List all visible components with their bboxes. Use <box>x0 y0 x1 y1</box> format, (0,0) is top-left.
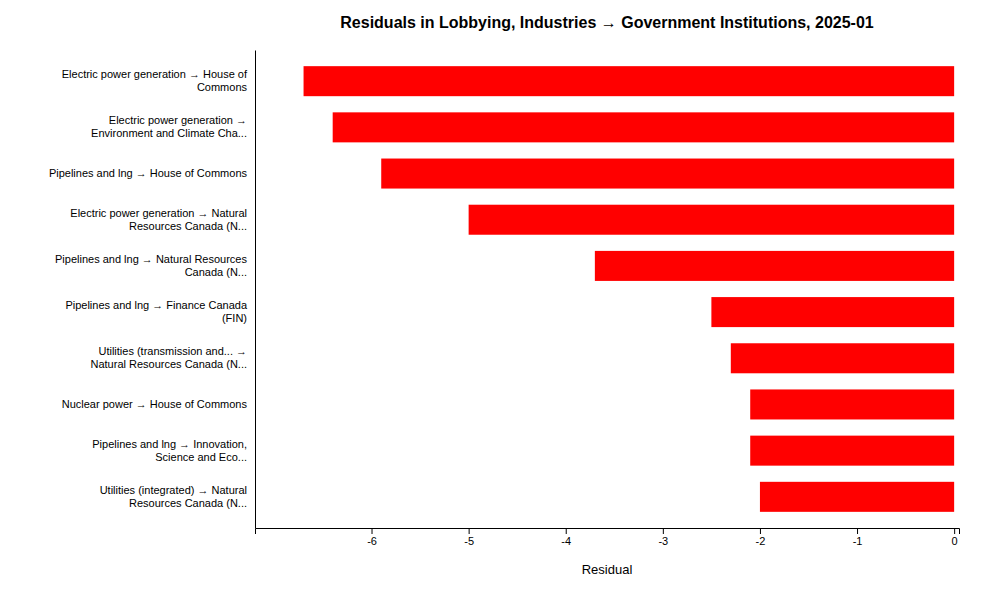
x-tick-label: 0 <box>952 535 958 547</box>
x-tick-mark <box>372 528 373 534</box>
bars <box>304 66 955 512</box>
x-tick-label: -1 <box>853 535 863 547</box>
bar <box>333 112 954 142</box>
y-tick: Electric power generation →Environment a… <box>91 114 247 139</box>
y-tick-label: Nuclear power → House of Commons <box>62 398 248 410</box>
y-tick-label: Pipelines and lng → Natural ResourcesCan… <box>55 253 247 278</box>
bar <box>750 389 954 419</box>
y-axis: Utilities (integrated) → NaturalResource… <box>49 51 256 529</box>
y-axis-line <box>255 51 256 529</box>
x-tick: -1 <box>853 528 863 547</box>
x-tick-mark <box>954 528 955 534</box>
y-tick-label: Electric power generation →Environment a… <box>91 114 247 139</box>
x-tick-mark <box>469 528 470 534</box>
bar <box>595 251 954 281</box>
x-tick-label: -5 <box>464 535 474 547</box>
bar <box>731 343 954 373</box>
x-tick-label: -2 <box>756 535 766 547</box>
y-tick-label: Utilities (integrated) → NaturalResource… <box>100 484 247 509</box>
title: Residuals in Lobbying, Industries → Gove… <box>340 14 874 31</box>
y-tick: Nuclear power → House of Commons <box>62 398 248 410</box>
x-tick: -3 <box>658 528 668 547</box>
x-tick: -6 <box>367 528 377 547</box>
x-tick-label: -4 <box>561 535 571 547</box>
y-tick: Pipelines and lng → Innovation,Science a… <box>92 438 247 463</box>
plot: -6 -5 -4 -3 -2 -1 0 Utilities (integrated) → Na… <box>49 51 960 547</box>
bar <box>304 66 955 96</box>
y-tick: Electric power generation → NaturalResou… <box>70 207 247 232</box>
bar <box>750 436 954 466</box>
x-tick-mark <box>857 528 858 534</box>
y-tick: Pipelines and lng → Finance Canada(FIN) <box>65 299 248 324</box>
bar <box>381 159 954 189</box>
x-tick: 0 <box>952 528 958 547</box>
y-tick: Utilities (transmission and... →Natural … <box>90 345 247 370</box>
x-tick: -5 <box>464 528 474 547</box>
x-tick-mark <box>663 528 664 534</box>
y-tick-label: Utilities (transmission and... →Natural … <box>90 345 247 370</box>
x-tick-mark <box>760 528 761 534</box>
x-tick: -4 <box>561 528 571 547</box>
y-tick: Pipelines and lng → House of Commons <box>49 167 248 179</box>
x-tick: -2 <box>756 528 766 547</box>
y-tick: Utilities (integrated) → NaturalResource… <box>100 484 247 509</box>
y-tick-label: Pipelines and lng → Finance Canada(FIN) <box>65 299 248 324</box>
bar <box>760 482 954 512</box>
x-tick-mark <box>566 528 567 534</box>
x-axis-title: Residual <box>582 562 633 577</box>
x-tick-label: -3 <box>658 535 668 547</box>
y-tick-label: Electric power generation → NaturalResou… <box>70 207 247 232</box>
x-axis-line <box>256 529 960 535</box>
y-tick: Electric power generation → House ofComm… <box>62 68 248 93</box>
y-tick-label: Electric power generation → House ofComm… <box>62 68 248 93</box>
y-tick-label: Pipelines and lng → Innovation,Science a… <box>92 438 247 463</box>
bar <box>711 297 954 327</box>
y-tick-label: Pipelines and lng → House of Commons <box>49 167 248 179</box>
y-tick: Pipelines and lng → Natural ResourcesCan… <box>55 253 247 278</box>
chart: -6 -5 -4 -3 -2 -1 0 Utilities (integrated) → Na… <box>0 0 989 590</box>
x-tick-label: -6 <box>367 535 377 547</box>
x-axis: -6 -5 -4 -3 -2 -1 0 <box>256 528 960 547</box>
bar <box>469 205 955 235</box>
